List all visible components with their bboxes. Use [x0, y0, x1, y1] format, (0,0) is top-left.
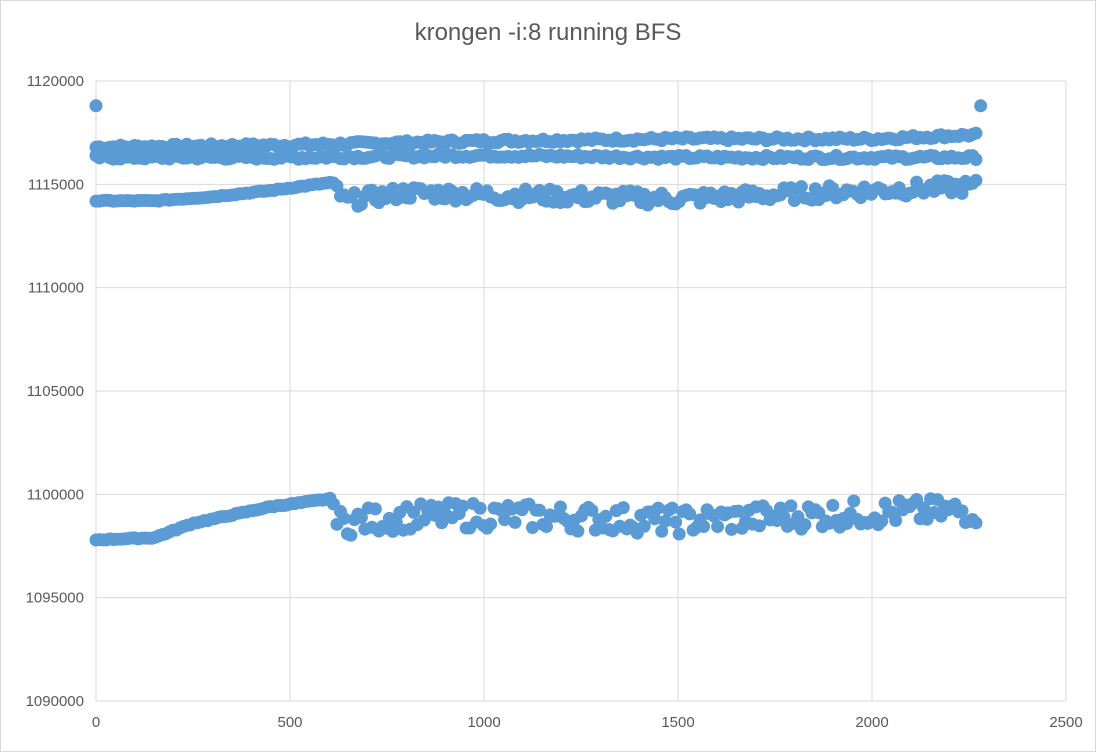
data-point — [974, 99, 988, 113]
data-point — [347, 186, 361, 200]
data-point — [955, 186, 969, 200]
data-point — [732, 504, 746, 518]
data-point — [683, 507, 697, 521]
data-point — [89, 99, 103, 113]
data-point — [711, 520, 725, 534]
data-point — [637, 519, 651, 533]
data-point — [655, 524, 669, 538]
data-point — [456, 499, 470, 513]
data-point — [917, 501, 931, 515]
data-point — [571, 524, 585, 538]
data-point — [847, 494, 861, 508]
data-point — [658, 514, 672, 528]
tick-labels: 1090000 1095000 1100000 1105000 1110000 11150… — [26, 73, 1083, 731]
data-point — [648, 512, 662, 526]
x-tick-label: 2000 — [855, 714, 888, 731]
data-point — [672, 527, 686, 541]
data-point — [599, 509, 613, 523]
data-point — [553, 500, 567, 514]
y-tick-label: 1090000 — [26, 693, 84, 710]
data-point — [484, 517, 498, 531]
data-point — [875, 514, 889, 528]
y-tick-label: 1100000 — [27, 486, 84, 503]
y-tick-label: 1120000 — [27, 73, 84, 90]
data-point — [969, 126, 983, 140]
data-point — [725, 522, 739, 536]
x-tick-label: 0 — [92, 714, 100, 731]
x-tick-label: 1000 — [467, 714, 500, 731]
data-point — [889, 513, 903, 527]
data-point — [616, 501, 630, 515]
data-point — [798, 518, 812, 532]
data-point — [539, 519, 553, 533]
data-point — [669, 515, 683, 529]
data-point — [368, 502, 382, 516]
data-point — [330, 179, 344, 193]
data-point — [651, 501, 665, 515]
y-tick-label: 1105000 — [27, 383, 84, 400]
data-point — [840, 517, 854, 531]
data-point — [403, 191, 417, 205]
data-point — [969, 516, 983, 530]
data-point — [508, 515, 522, 529]
y-tick-label: 1095000 — [26, 590, 84, 607]
data-point — [532, 503, 546, 517]
x-tick-label: 2500 — [1049, 714, 1082, 731]
data-point — [784, 499, 798, 513]
y-tick-label: 1115000 — [28, 176, 84, 193]
x-tick-label: 500 — [277, 714, 302, 731]
data-point — [955, 504, 969, 518]
data-point — [787, 194, 801, 208]
data-point — [969, 153, 983, 167]
data-point — [574, 184, 588, 198]
data-point — [969, 173, 983, 187]
data-point — [752, 519, 766, 533]
data-points — [89, 99, 988, 547]
data-point — [732, 195, 746, 209]
data-point — [665, 501, 679, 515]
chart-title: krongen -i:8 running BFS — [414, 19, 682, 46]
data-point — [337, 511, 351, 525]
data-point — [826, 498, 840, 512]
data-point — [365, 183, 379, 197]
y-tick-label: 1110000 — [28, 280, 84, 297]
data-point — [344, 528, 358, 542]
data-point — [354, 510, 368, 524]
grid-lines — [95, 80, 1067, 702]
x-tick-label: 1500 — [661, 714, 694, 731]
data-point — [498, 513, 512, 527]
data-point — [526, 521, 539, 535]
data-point — [794, 180, 808, 194]
data-point — [473, 501, 487, 515]
data-point — [697, 519, 711, 533]
data-point — [386, 181, 400, 195]
data-point — [585, 503, 599, 517]
